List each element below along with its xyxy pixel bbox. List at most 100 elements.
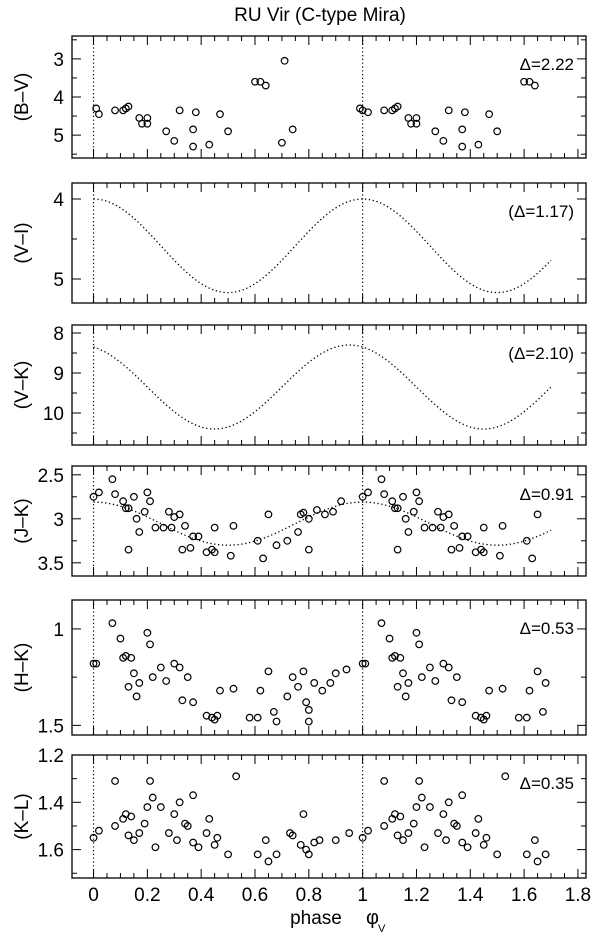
data-point bbox=[412, 803, 421, 811]
data-point bbox=[189, 791, 198, 800]
data-point bbox=[296, 840, 305, 849]
data-point bbox=[124, 682, 133, 691]
plot-frame bbox=[71, 324, 587, 446]
data-point bbox=[183, 822, 192, 830]
data-point bbox=[415, 640, 424, 649]
data-point bbox=[393, 102, 402, 111]
data-point bbox=[358, 106, 367, 115]
plot-frame bbox=[71, 754, 587, 879]
data-point bbox=[361, 659, 370, 668]
data-point bbox=[299, 810, 308, 819]
plot-frame bbox=[71, 599, 587, 736]
data-point bbox=[493, 127, 502, 136]
data-point bbox=[463, 843, 472, 852]
data-point bbox=[412, 119, 421, 128]
data-point bbox=[471, 711, 480, 720]
plot-frame bbox=[71, 35, 587, 159]
data-point bbox=[116, 634, 125, 643]
data-point bbox=[143, 628, 152, 637]
data-point bbox=[124, 831, 133, 840]
data-point bbox=[520, 77, 528, 86]
x-axis-label-text: phase bbox=[290, 908, 342, 929]
data-point bbox=[380, 822, 389, 830]
data-point bbox=[474, 140, 483, 149]
data-point bbox=[399, 492, 407, 501]
data-point bbox=[224, 127, 232, 136]
data-point bbox=[280, 56, 289, 65]
panel-5: 1 1.5 (H–K) Δ=0.53 bbox=[12, 599, 587, 737]
data-point bbox=[482, 833, 491, 842]
y-tick-label: 9 bbox=[53, 364, 64, 385]
data-point bbox=[380, 106, 389, 115]
data-point bbox=[183, 673, 192, 682]
data-point bbox=[377, 475, 386, 484]
data-point bbox=[479, 523, 488, 532]
data-point bbox=[431, 677, 440, 685]
data-point bbox=[310, 679, 319, 687]
plot-frame bbox=[71, 465, 587, 577]
data-point bbox=[393, 682, 402, 691]
data-point bbox=[253, 850, 262, 859]
data-point bbox=[458, 838, 467, 847]
data-point bbox=[288, 831, 297, 840]
panel-1: 3 4 5 (B–V) Δ=2.22 bbox=[12, 35, 587, 159]
data-point bbox=[358, 659, 367, 668]
panel-3: 8 9 10 (V–K) (Δ=2.10) bbox=[12, 324, 587, 446]
data-point bbox=[474, 814, 483, 823]
data-point bbox=[121, 652, 130, 660]
y-axis-label: (B–V) bbox=[12, 73, 33, 122]
y-tick-label: 2.5 bbox=[38, 466, 64, 487]
data-point bbox=[205, 140, 214, 149]
y-tick-label: 1 bbox=[53, 620, 64, 641]
data-point bbox=[417, 673, 426, 682]
delta-annotation: Δ=0.53 bbox=[520, 619, 574, 638]
data-point bbox=[439, 136, 448, 145]
data-point bbox=[342, 665, 351, 674]
data-point bbox=[108, 475, 117, 484]
data-point bbox=[89, 833, 98, 842]
data-point bbox=[315, 836, 324, 845]
data-point bbox=[148, 673, 157, 682]
data-point bbox=[186, 543, 195, 552]
data-point bbox=[140, 819, 149, 828]
data-point bbox=[135, 679, 144, 687]
data-point bbox=[264, 667, 273, 676]
data-point bbox=[175, 106, 184, 115]
data-point bbox=[156, 663, 165, 672]
x-tick-label: 1.8 bbox=[565, 885, 591, 906]
data-point bbox=[194, 843, 203, 852]
y-axis-label: (J–K) bbox=[12, 498, 33, 543]
data-point bbox=[396, 812, 405, 821]
data-point bbox=[530, 836, 539, 845]
data-point bbox=[108, 619, 117, 628]
data-point bbox=[412, 628, 421, 637]
data-point bbox=[213, 833, 222, 842]
y-axis-label: (K–L) bbox=[12, 793, 33, 839]
data-point bbox=[458, 698, 467, 707]
data-point bbox=[447, 696, 456, 705]
data-point bbox=[111, 490, 119, 499]
data-point bbox=[304, 514, 313, 523]
data-point bbox=[178, 696, 187, 705]
data-point bbox=[447, 545, 456, 554]
data-point bbox=[264, 857, 273, 866]
data-point bbox=[450, 521, 459, 530]
data-point bbox=[259, 554, 267, 563]
data-point bbox=[288, 125, 297, 134]
panel-4: 2.5 3 3.5(J–K) Δ=0.91 bbox=[12, 465, 587, 577]
data-point bbox=[522, 536, 531, 545]
data-point bbox=[111, 106, 119, 115]
x-tick-label: 1 bbox=[357, 885, 368, 906]
data-point bbox=[261, 81, 270, 90]
data-point bbox=[121, 504, 130, 513]
x-tick-label: 1.2 bbox=[403, 885, 429, 906]
data-point bbox=[304, 717, 313, 726]
data-point bbox=[189, 142, 198, 151]
data-point bbox=[232, 772, 241, 781]
data-point bbox=[302, 698, 311, 707]
data-point bbox=[251, 77, 259, 86]
data-point bbox=[210, 548, 219, 557]
delta-annotation: Δ=0.91 bbox=[520, 485, 574, 504]
data-point bbox=[205, 814, 214, 823]
delta-annotation: (Δ=2.10) bbox=[508, 344, 574, 363]
